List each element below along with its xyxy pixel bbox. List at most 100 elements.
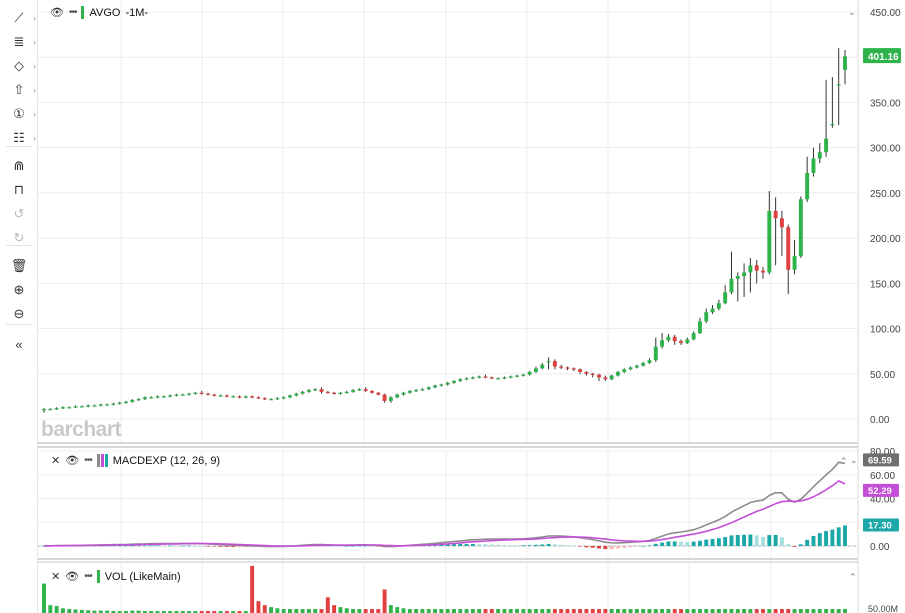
volume-bar [130, 610, 135, 613]
macd-histogram-bar [584, 546, 589, 548]
candle-body [697, 321, 702, 334]
zoom-out-icon[interactable]: ⊖ [13, 306, 25, 321]
volume-bar [401, 608, 406, 613]
fib-tool-icon[interactable]: ≣ › [13, 34, 36, 49]
macd-histogram-bar [798, 544, 803, 546]
zoom-in-icon[interactable]: ⊕ [13, 282, 25, 297]
magnet-icon[interactable]: ⋒ [13, 158, 25, 173]
volume-bar [710, 609, 715, 613]
macd-histogram-bar [559, 544, 564, 546]
volume-bar [357, 609, 362, 613]
volume-bar [414, 609, 419, 613]
expand-arrow-icon[interactable]: › [33, 61, 36, 71]
candle-body [597, 374, 601, 378]
chevron-down-icon[interactable]: ⌄ [848, 7, 856, 17]
volume-bar [609, 609, 614, 613]
close-icon[interactable]: ✕ [51, 571, 61, 583]
macd-histogram-bar [212, 546, 217, 547]
chevron-down-icon[interactable]: ⌄ [850, 455, 858, 465]
volume-bar [697, 609, 702, 613]
volume-bar [540, 609, 545, 613]
volume-bar [597, 609, 601, 613]
candle-body [250, 396, 255, 398]
last-price-label: 401.16 [868, 52, 899, 63]
volume-bar [344, 608, 349, 613]
signal-value-badge-text: 52.29 [868, 486, 892, 497]
volume-bar [798, 609, 803, 613]
volume-bar [767, 609, 772, 613]
volume-bar [300, 609, 305, 613]
candle-body [824, 138, 829, 153]
unlock-icon[interactable]: ⊓ [13, 182, 25, 197]
volume-bar [584, 609, 589, 613]
more-options-icon[interactable]: ••• [84, 571, 92, 582]
candle-body [111, 403, 116, 405]
macd-histogram-bar [231, 546, 236, 547]
volume-bar [817, 609, 822, 613]
trash-icon[interactable]: 🗑 [10, 258, 28, 273]
candle-body [357, 389, 362, 391]
volume-bar [319, 609, 324, 613]
volume-bar [716, 609, 721, 613]
annotation-tool-icon[interactable]: ① › [13, 106, 36, 121]
expand-arrow-icon[interactable]: › [33, 133, 36, 143]
candle-body [288, 395, 292, 398]
candle-body [615, 371, 620, 376]
expand-arrow-icon[interactable]: › [33, 13, 36, 23]
macd-histogram-bar [218, 546, 223, 547]
chevron-up-icon[interactable]: ⌃ [840, 456, 848, 466]
undo-icon[interactable]: ↺ [13, 206, 25, 221]
collapse-icon[interactable]: « [15, 336, 23, 352]
eye-icon[interactable]: 👁 [65, 571, 80, 583]
expand-arrow-icon[interactable]: › [33, 85, 36, 95]
candle-body [571, 368, 576, 370]
candle-body [489, 377, 494, 379]
macd-histogram-bar [622, 546, 627, 548]
macd-histogram-bar [735, 534, 740, 546]
candle-body [439, 384, 444, 386]
macd-histogram-bar [817, 533, 822, 546]
macd-histogram-bar [679, 541, 683, 546]
candle-body [60, 407, 65, 409]
volume-bar [275, 608, 280, 613]
candle-body [426, 387, 431, 390]
volume-bar [805, 609, 810, 613]
histogram-value-badge [863, 518, 899, 532]
line-tool-icon[interactable]: ⟋ › [14, 10, 36, 25]
candle-body [168, 395, 173, 397]
chevron-up-icon[interactable]: ⌃ [849, 572, 857, 582]
redo-icon[interactable]: ↻ [13, 230, 25, 245]
volume-label[interactable]: VOL (LikeMain) [104, 570, 181, 583]
arrow-tool-icon[interactable]: ⇧ › [13, 82, 36, 97]
volume-bar [338, 607, 343, 613]
macd-label[interactable]: MACDEXP (12, 26, 9) [112, 454, 221, 467]
candle-body [306, 390, 311, 392]
volume-bar [666, 609, 671, 613]
more-options-icon[interactable]: ••• [68, 7, 77, 18]
expand-arrow-icon[interactable]: › [33, 37, 36, 47]
close-icon[interactable]: ✕ [51, 455, 61, 467]
macd-histogram-bar [641, 546, 646, 547]
shape-tool-icon[interactable]: ◇ › [14, 58, 36, 73]
candle-body [786, 227, 791, 270]
volume-bar [388, 605, 393, 613]
more-options-icon[interactable]: ••• [84, 455, 92, 466]
volume-bar [351, 609, 356, 613]
volume-bar [363, 609, 368, 613]
volume-bar [174, 611, 179, 613]
candle-body [79, 406, 84, 408]
settings-tool-icon[interactable]: ☷ › [13, 130, 36, 145]
expand-arrow-icon[interactable]: › [33, 109, 36, 119]
volume-bar [786, 609, 791, 613]
candle-body [243, 396, 248, 398]
candle-body [830, 124, 835, 126]
symbol-name[interactable]: AVGO [89, 6, 121, 19]
macd-histogram-bar [836, 527, 841, 546]
volume-bar [250, 565, 255, 613]
candle-body [124, 401, 128, 404]
symbol-interval[interactable]: -1M- [125, 6, 149, 19]
eye-icon[interactable]: 👁 [50, 7, 64, 19]
candle-body [370, 390, 374, 393]
volume-bar [332, 605, 337, 613]
eye-icon[interactable]: 👁 [65, 455, 80, 467]
